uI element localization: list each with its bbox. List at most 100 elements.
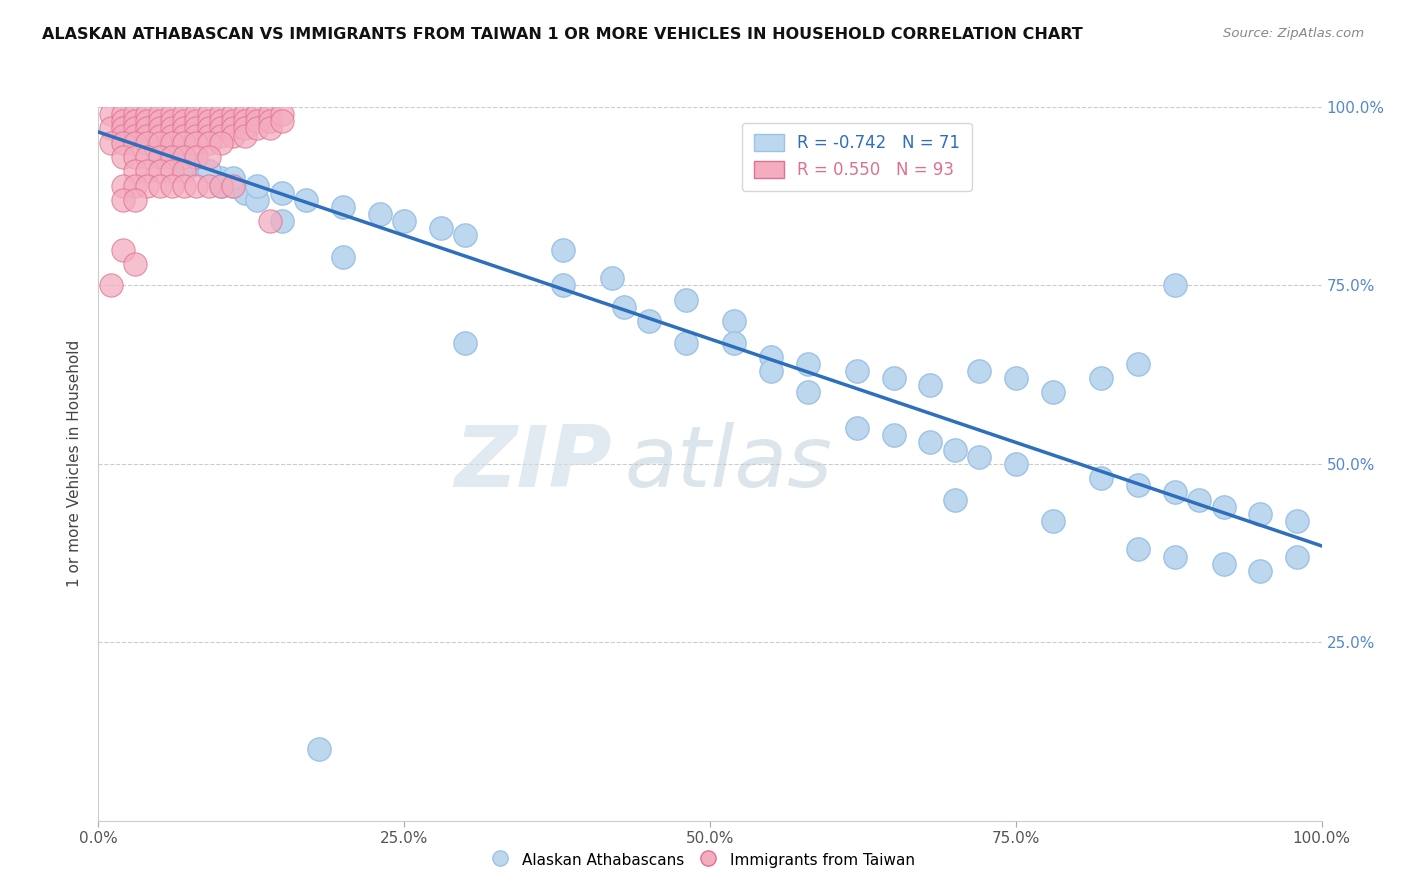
Point [186, 114, 208, 128]
Point [197, 114, 219, 128]
Y-axis label: 1 or more Vehicles in Household: 1 or more Vehicles in Household [67, 340, 83, 588]
Point [124, 114, 146, 128]
Point [124, 136, 146, 150]
Point [111, 178, 134, 193]
Point [845, 364, 868, 378]
Point [797, 357, 820, 371]
Point [186, 157, 208, 171]
Point [209, 136, 232, 150]
Point [675, 293, 697, 307]
Point [1090, 371, 1112, 385]
Point [233, 114, 256, 128]
Point [270, 114, 294, 128]
Point [1004, 457, 1026, 471]
Point [124, 193, 146, 207]
Point [308, 742, 330, 756]
Point [197, 178, 219, 193]
Point [222, 171, 245, 186]
Point [222, 107, 245, 121]
Point [111, 243, 134, 257]
Point [222, 128, 245, 143]
Point [186, 107, 208, 121]
Point [845, 421, 868, 435]
Point [136, 114, 159, 128]
Point [100, 121, 122, 136]
Point [160, 178, 183, 193]
Point [222, 121, 245, 136]
Text: ALASKAN ATHABASCAN VS IMMIGRANTS FROM TAIWAN 1 OR MORE VEHICLES IN HOUSEHOLD COR: ALASKAN ATHABASCAN VS IMMIGRANTS FROM TA… [42, 27, 1083, 42]
Legend: R = -0.742   N = 71, R = 0.550   N = 93: R = -0.742 N = 71, R = 0.550 N = 93 [742, 122, 972, 191]
Point [149, 136, 172, 150]
Point [111, 121, 134, 136]
Point [149, 107, 172, 121]
Point [1164, 485, 1187, 500]
Point [332, 250, 354, 264]
Point [111, 114, 134, 128]
Point [920, 378, 942, 392]
Point [173, 128, 195, 143]
Point [259, 114, 281, 128]
Point [209, 171, 232, 186]
Point [943, 442, 966, 457]
Point [883, 371, 905, 385]
Point [920, 435, 942, 450]
Point [173, 157, 195, 171]
Point [136, 136, 159, 150]
Point [1164, 278, 1187, 293]
Point [173, 121, 195, 136]
Text: atlas: atlas [624, 422, 832, 506]
Point [613, 300, 636, 314]
Point [136, 128, 159, 143]
Point [111, 128, 134, 143]
Point [124, 107, 146, 121]
Point [967, 364, 990, 378]
Point [136, 107, 159, 121]
Text: ZIP: ZIP [454, 422, 612, 506]
Point [124, 164, 146, 178]
Point [1042, 514, 1064, 528]
Text: Source: ZipAtlas.com: Source: ZipAtlas.com [1223, 27, 1364, 40]
Point [160, 107, 183, 121]
Point [173, 178, 195, 193]
Point [233, 107, 256, 121]
Point [111, 150, 134, 164]
Point [1128, 357, 1150, 371]
Point [1164, 549, 1187, 564]
Point [553, 243, 575, 257]
Point [197, 164, 219, 178]
Point [723, 314, 745, 328]
Point [233, 186, 256, 200]
Point [149, 150, 172, 164]
Point [173, 150, 195, 164]
Point [160, 128, 183, 143]
Point [186, 121, 208, 136]
Point [797, 385, 820, 400]
Point [136, 150, 159, 164]
Point [136, 136, 159, 150]
Point [197, 121, 219, 136]
Point [173, 114, 195, 128]
Point [883, 428, 905, 442]
Point [136, 121, 159, 136]
Point [136, 164, 159, 178]
Point [160, 136, 183, 150]
Point [1128, 478, 1150, 492]
Point [1249, 564, 1271, 578]
Point [197, 164, 219, 178]
Point [149, 150, 172, 164]
Point [149, 178, 172, 193]
Point [124, 128, 146, 143]
Point [1286, 514, 1309, 528]
Point [197, 136, 219, 150]
Point [454, 335, 477, 350]
Point [209, 121, 232, 136]
Point [124, 128, 146, 143]
Point [1212, 500, 1234, 514]
Point [149, 164, 172, 178]
Point [222, 178, 245, 193]
Point [186, 178, 208, 193]
Point [259, 107, 281, 121]
Point [209, 128, 232, 143]
Point [392, 214, 416, 228]
Point [173, 164, 195, 178]
